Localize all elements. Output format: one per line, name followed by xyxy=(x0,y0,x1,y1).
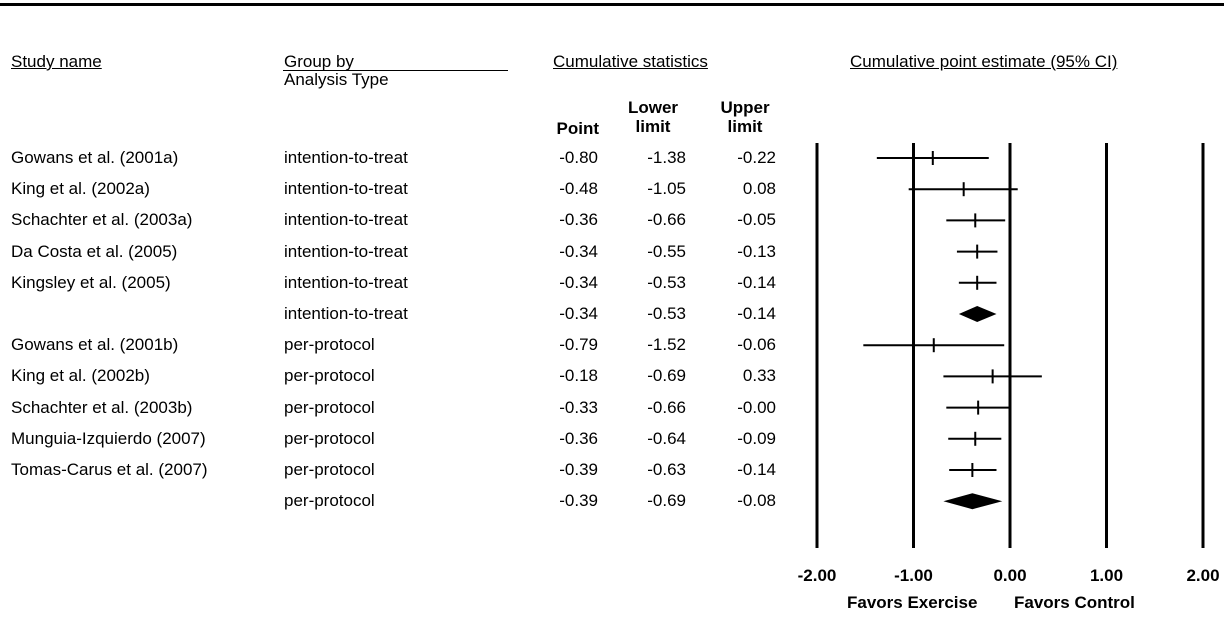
study-name-cell: Kingsley et al. (2005) xyxy=(11,273,171,292)
point-cell: -0.34 xyxy=(559,273,598,292)
point-cell: -0.34 xyxy=(559,242,598,261)
analysis-type-cell: per-protocol xyxy=(284,366,375,385)
lower-limit-cell: -0.53 xyxy=(647,273,686,292)
upper-limit-cell: -0.09 xyxy=(737,429,776,448)
upper-limit-cell: -0.08 xyxy=(737,491,776,510)
header-upper-limit: Upper limit xyxy=(720,98,770,136)
group-by-rule xyxy=(283,70,508,71)
upper-limit-cell: -0.06 xyxy=(737,335,776,354)
header-point: Point xyxy=(556,119,600,138)
summary-diamond xyxy=(958,306,997,322)
study-name-cell: Da Costa et al. (2005) xyxy=(11,242,178,261)
x-tick-label: -1.00 xyxy=(894,566,933,585)
lower-limit-cell: -1.52 xyxy=(647,335,686,354)
lower-limit-cell: -0.63 xyxy=(647,460,686,479)
lower-limit-cell: -0.66 xyxy=(647,210,686,229)
point-cell: -0.33 xyxy=(559,398,598,417)
lower-limit-cell: -0.69 xyxy=(647,366,686,385)
analysis-type-cell: per-protocol xyxy=(284,398,375,417)
analysis-type-cell: intention-to-treat xyxy=(284,242,408,261)
lower-limit-cell: -0.69 xyxy=(647,491,686,510)
lower-limit-cell: -0.64 xyxy=(647,429,686,448)
analysis-type-cell: per-protocol xyxy=(284,460,375,479)
analysis-type-cell: per-protocol xyxy=(284,335,375,354)
lower-limit-cell: -0.66 xyxy=(647,398,686,417)
point-cell: -0.18 xyxy=(559,366,598,385)
analysis-type-cell: intention-to-treat xyxy=(284,210,408,229)
upper-limit-cell: 0.33 xyxy=(742,366,776,385)
lower-limit-cell: -0.53 xyxy=(647,304,686,323)
upper-limit-cell: -0.05 xyxy=(737,210,776,229)
top-rule xyxy=(0,3,1224,6)
header-study-name: Study name xyxy=(11,52,102,71)
upper-limit-cell: -0.13 xyxy=(737,242,776,261)
point-cell: -0.39 xyxy=(559,460,598,479)
study-name-cell: Schachter et al. (2003a) xyxy=(11,210,193,229)
analysis-type-cell: per-protocol xyxy=(284,491,375,510)
analysis-type-cell: intention-to-treat xyxy=(284,179,408,198)
favors-exercise-label: Favors Exercise xyxy=(847,593,978,612)
point-cell: -0.80 xyxy=(559,148,598,167)
x-tick-label: -2.00 xyxy=(798,566,837,585)
point-cell: -0.34 xyxy=(559,304,598,323)
lower-limit-cell: -0.55 xyxy=(647,242,686,261)
analysis-type-cell: intention-to-treat xyxy=(284,304,408,323)
upper-limit-cell: -0.14 xyxy=(737,460,776,479)
study-name-cell: Gowans et al. (2001a) xyxy=(11,148,179,167)
point-cell: -0.48 xyxy=(559,179,598,198)
point-cell: -0.36 xyxy=(559,429,598,448)
study-name-cell: Tomas-Carus et al. (2007) xyxy=(11,460,208,479)
analysis-type-cell: per-protocol xyxy=(284,429,375,448)
point-cell: -0.79 xyxy=(559,335,598,354)
header-lower-limit: Lower limit xyxy=(627,98,679,136)
study-name-cell: King et al. (2002b) xyxy=(11,366,150,385)
study-name-cell: Munguia-Izquierdo (2007) xyxy=(11,429,206,448)
upper-limit-cell: 0.08 xyxy=(742,179,776,198)
study-name-cell: King et al. (2002a) xyxy=(11,179,150,198)
header-cumulative-estimate: Cumulative point estimate (95% CI) xyxy=(850,52,1118,71)
header-cumulative-statistics: Cumulative statistics xyxy=(553,52,708,71)
lower-limit-cell: -1.38 xyxy=(647,148,686,167)
x-tick-label: 1.00 xyxy=(1090,566,1123,585)
analysis-type-cell: intention-to-treat xyxy=(284,273,408,292)
summary-diamond xyxy=(943,493,1003,510)
header-group-by: Group by xyxy=(284,52,354,71)
analysis-type-cell: intention-to-treat xyxy=(284,148,408,167)
study-name-cell: Gowans et al. (2001b) xyxy=(11,335,179,354)
lower-limit-cell: -1.05 xyxy=(647,179,686,198)
study-name-cell: Schachter et al. (2003b) xyxy=(11,398,193,417)
upper-limit-cell: -0.14 xyxy=(737,273,776,292)
favors-control-label: Favors Control xyxy=(1014,593,1135,612)
upper-limit-cell: -0.14 xyxy=(737,304,776,323)
x-tick-label: 0.00 xyxy=(993,566,1026,585)
header-analysis-type: Analysis Type xyxy=(284,70,389,89)
upper-limit-cell: -0.00 xyxy=(737,398,776,417)
point-cell: -0.39 xyxy=(559,491,598,510)
x-tick-label: 2.00 xyxy=(1186,566,1219,585)
upper-limit-cell: -0.22 xyxy=(737,148,776,167)
point-cell: -0.36 xyxy=(559,210,598,229)
